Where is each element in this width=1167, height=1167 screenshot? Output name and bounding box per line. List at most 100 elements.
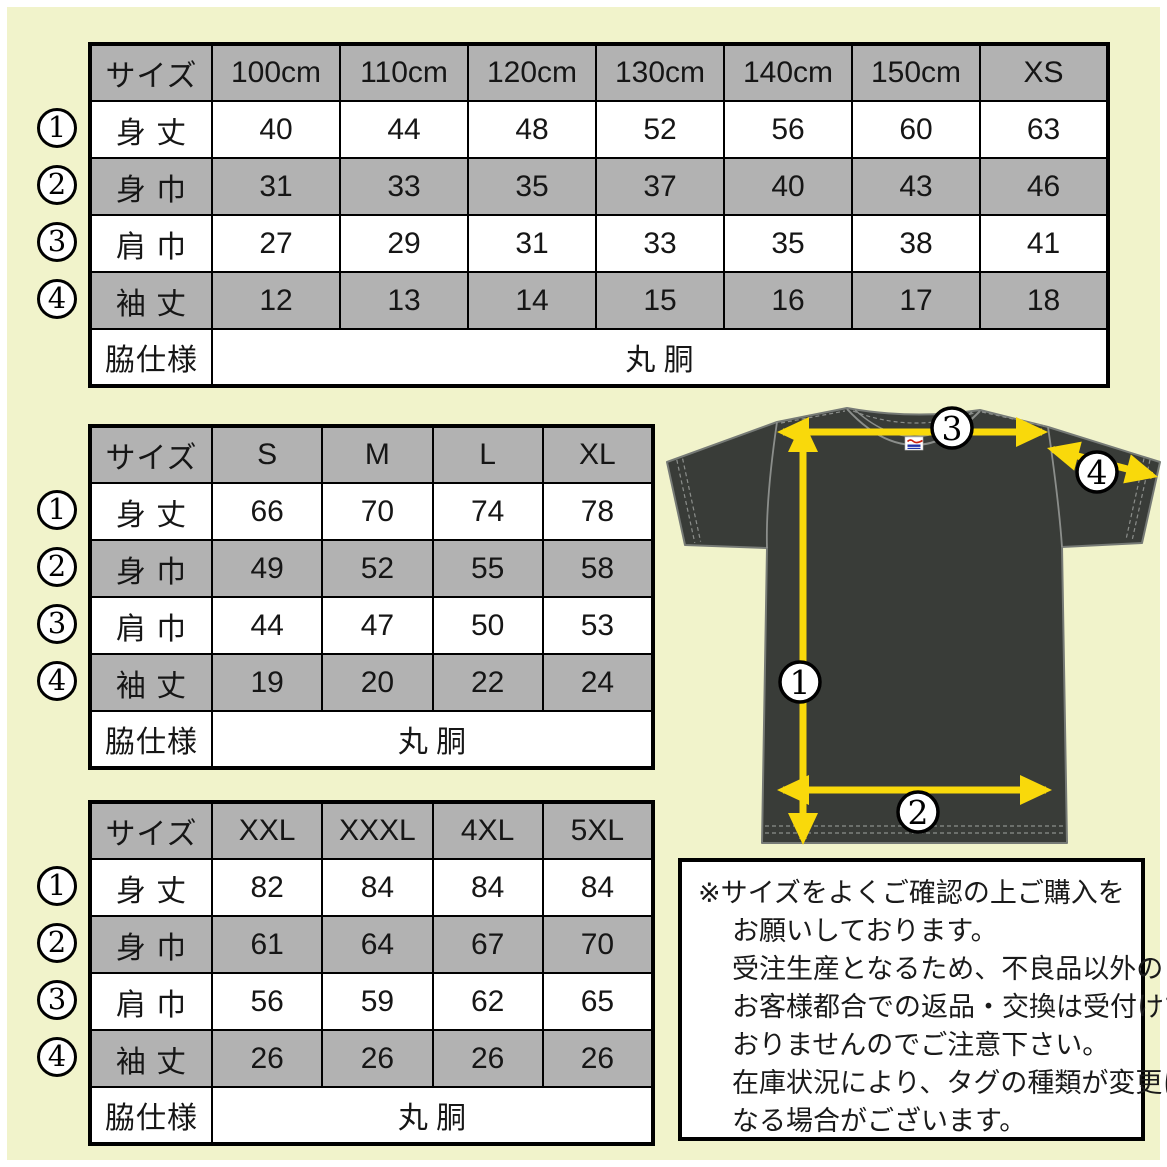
row-label-cell: 肩 巾 — [89, 596, 213, 655]
value-cell: 13 — [339, 271, 469, 330]
value-cell: 78 — [541, 482, 655, 541]
value-cell: 22 — [431, 653, 544, 712]
circled-number-marker: 1 — [37, 865, 77, 906]
footer-row: 脇仕様丸 胴 — [89, 710, 654, 769]
row-label-cell: 身 丈 — [89, 482, 213, 541]
badge-number: 3 — [942, 409, 963, 448]
value-cell: 35 — [723, 214, 853, 273]
note-line: なる場合がございます。 — [732, 1106, 1027, 1136]
value-cell: 82 — [210, 858, 324, 917]
value-cell: 40 — [723, 157, 853, 216]
value-cell: 84 — [321, 858, 434, 917]
value-cell: 110cm — [339, 43, 469, 102]
badge-number: 2 — [908, 793, 929, 832]
value-cell: 31 — [467, 214, 597, 273]
table-row: 肩 巾 56 59 62 65 — [89, 972, 655, 1031]
note-line: ※サイズをよくご確認の上ご購入を — [698, 878, 1125, 908]
value-cell: S — [210, 425, 324, 484]
row-label-cell: 身 丈 — [89, 100, 213, 159]
measure-badge-2: 2 — [896, 790, 940, 834]
size-table-adult: サイズ S M L XL 身 丈 66 70 74 78 身 巾 49 52 55 58 肩 巾 44 47 50 5… — [88, 424, 655, 770]
value-cell: 16 — [723, 271, 853, 330]
value-cell: 56 — [210, 972, 324, 1031]
measurement-arrows — [777, 417, 1158, 845]
value-cell: 48 — [467, 100, 597, 159]
value-cell: L — [431, 425, 544, 484]
value-cell: 56 — [723, 100, 853, 159]
value-cell: 84 — [541, 858, 655, 917]
header-row: サイズ 100cm 110cm 120cm 130cm 140cm 150cm XS — [89, 43, 1109, 102]
table-row: 身 丈 82 84 84 84 — [89, 858, 655, 917]
value-cell: 33 — [339, 157, 469, 216]
value-cell: 74 — [431, 482, 544, 541]
value-cell: 44 — [339, 100, 469, 159]
size-table-plus: サイズ XXL XXXL 4XL 5XL 身 丈 82 84 84 84 身 巾 61 64 67 70 肩 … — [88, 800, 655, 1146]
circled-number-marker: 3 — [37, 979, 77, 1020]
value-cell: 47 — [321, 596, 434, 655]
value-cell: 44 — [210, 596, 324, 655]
value-cell: 12 — [211, 271, 341, 330]
circled-number-marker: 1 — [37, 107, 77, 148]
value-cell: 64 — [321, 915, 434, 974]
value-cell: 26 — [431, 1029, 544, 1088]
note-line: 在庫状況により、タグの種類が変更に — [732, 1068, 1167, 1098]
row-label-cell: 袖 丈 — [89, 1029, 213, 1088]
value-cell: 67 — [431, 915, 544, 974]
table-row: 身 丈 66 70 74 78 — [89, 482, 655, 541]
value-cell: 100cm — [211, 43, 341, 102]
value-cell: 17 — [851, 271, 981, 330]
size-table-kids: サイズ 100cm 110cm 120cm 130cm 140cm 150cm XS 身 丈 40… — [88, 42, 1110, 388]
measure-badge-3: 3 — [930, 406, 974, 450]
value-cell: 59 — [321, 972, 434, 1031]
value-cell: 70 — [541, 915, 655, 974]
value-cell: XXL — [210, 801, 324, 860]
table-row: 袖 丈 12 13 14 15 16 17 18 — [89, 271, 1109, 330]
value-cell: 55 — [431, 539, 544, 598]
value-cell: 50 — [431, 596, 544, 655]
value-cell: 140cm — [723, 43, 853, 102]
value-cell: 63 — [979, 100, 1109, 159]
row-label-cell: 身 巾 — [89, 539, 213, 598]
value-cell: 53 — [541, 596, 655, 655]
value-cell: 4XL — [431, 801, 544, 860]
value-cell: 61 — [210, 915, 324, 974]
value-cell: 70 — [321, 482, 434, 541]
value-cell: 84 — [431, 858, 544, 917]
value-cell: 26 — [210, 1029, 324, 1088]
circled-number-marker: 3 — [37, 603, 77, 644]
table-row: 肩 巾 44 47 50 53 — [89, 596, 655, 655]
note-line: お客様都合での返品・交換は受付けて — [732, 992, 1167, 1022]
value-cell: 19 — [210, 653, 324, 712]
row-label-cell: 脇仕様 — [89, 1086, 213, 1145]
value-cell: XS — [979, 43, 1109, 102]
value-cell: 18 — [979, 271, 1109, 330]
neck-tag — [904, 436, 924, 451]
value-cell: 14 — [467, 271, 597, 330]
value-cell: 27 — [211, 214, 341, 273]
row-label-cell: 袖 丈 — [89, 653, 213, 712]
value-cell: 24 — [541, 653, 655, 712]
note-line: おりませんのでご注意下さい。 — [732, 1030, 1110, 1060]
measure-badge-1: 1 — [778, 660, 822, 704]
value-cell: 65 — [541, 972, 655, 1031]
circled-number-marker: 1 — [37, 489, 77, 530]
value-cell: 5XL — [541, 801, 655, 860]
value-cell: 49 — [210, 539, 324, 598]
value-cell: 15 — [595, 271, 725, 330]
value-cell: 丸 胴 — [211, 710, 654, 769]
value-cell: 130cm — [595, 43, 725, 102]
value-cell: 58 — [541, 539, 655, 598]
value-cell: 29 — [339, 214, 469, 273]
footer-row: 脇仕様丸 胴 — [89, 328, 1109, 387]
value-cell: 43 — [851, 157, 981, 216]
note-box: ※サイズをよくご確認の上ご購入を お願いしております。 受注生産となるため、不良品以… — [678, 858, 1167, 1141]
row-label-cell: 脇仕様 — [89, 328, 213, 387]
table-row: 身 巾 31 33 35 37 40 43 46 — [89, 157, 1109, 216]
value-cell: 46 — [979, 157, 1109, 216]
circled-number-marker: 2 — [37, 164, 77, 205]
row-label-cell: サイズ — [89, 43, 213, 102]
value-cell: M — [321, 425, 434, 484]
circled-number-marker: 3 — [37, 221, 77, 262]
row-label-cell: 身 巾 — [89, 915, 213, 974]
value-cell: 40 — [211, 100, 341, 159]
